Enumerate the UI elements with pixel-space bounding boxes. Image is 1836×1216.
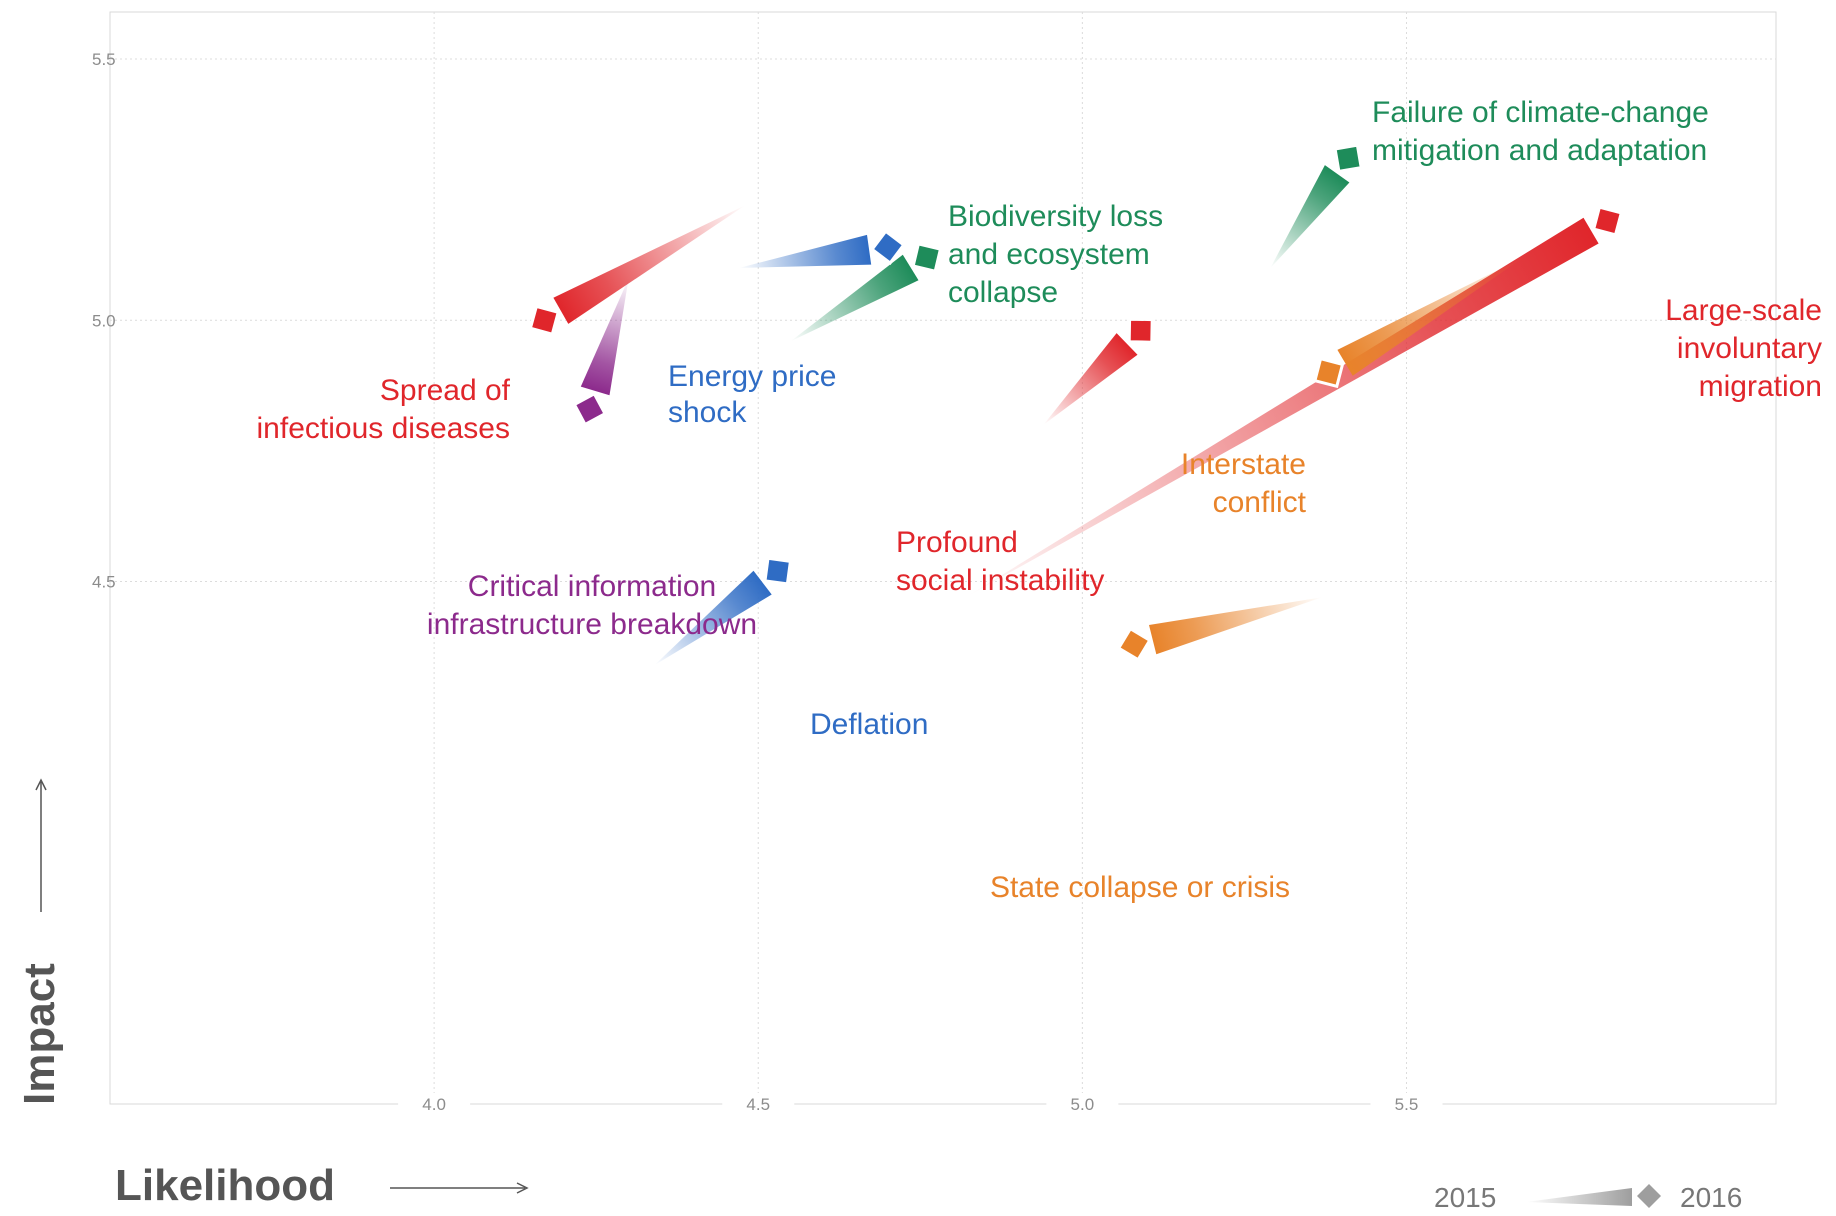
diamond-2016-failure-of-climate-change-mitigation-and-adaptation (1333, 143, 1363, 174)
diamond-2016-spread-of-infectious-diseases (528, 304, 561, 337)
label-interstate-conflict: Interstate conflict (1181, 448, 1307, 519)
x-tick-label: 4.0 (422, 1095, 446, 1114)
label-line: State collapse or crisis (990, 871, 1290, 904)
trail-state-collapse-or-crisis (1149, 597, 1323, 655)
y-tick-label: 5.5 (92, 50, 116, 69)
plot-border (109, 11, 1777, 1105)
label-line: shock (668, 396, 747, 429)
diamond-2016-energy-price-shock (870, 229, 906, 266)
label-line: Critical information (468, 570, 716, 603)
trail-interstate-conflict (1337, 257, 1524, 376)
trail-spread-of-infectious-diseases (553, 205, 746, 324)
axis-titles: Likelihood Impact (15, 778, 529, 1210)
label-line: Deflation (810, 708, 928, 741)
y-tick-label: 4.5 (92, 573, 116, 592)
legend-trail (1526, 1188, 1632, 1206)
label-line: Profound (896, 526, 1018, 559)
trail-critical-information-infrastructure-breakdown (580, 278, 629, 396)
legend-diamond-marker (1637, 1184, 1661, 1208)
diamond-2016-interstate-conflict (1313, 356, 1345, 389)
label-line: involuntary (1677, 332, 1822, 365)
x-tick-label: 5.0 (1071, 1095, 1095, 1114)
gridlines (110, 12, 1776, 1104)
diamond-2016-critical-information-infrastructure-breakdown (572, 391, 608, 427)
label-failure-of-climate-change-mitigation-and-adaptation: Failure of climate-change mitigation and … (1372, 96, 1709, 167)
x-tick-backdrop (722, 1093, 795, 1115)
label-line: mitigation and adaptation (1372, 134, 1707, 167)
x-tick-backdrop (1046, 1093, 1119, 1115)
x-tick-backdrop (398, 1093, 471, 1115)
trail-profound-social-instability (1043, 333, 1138, 425)
label-large-scale-involuntary-migration: Large-scale involuntary migration (1665, 294, 1822, 403)
label-deflation: Deflation (810, 708, 928, 741)
label-line: Biodiversity loss (948, 200, 1163, 233)
x-axis-arrowhead (516, 1182, 529, 1194)
plot-frame (109, 11, 1777, 1105)
x-tick-label: 5.5 (1395, 1095, 1419, 1114)
legend: 2015 2016 (1434, 1182, 1742, 1213)
trail-deflation (654, 570, 772, 666)
label-critical-information-infrastructure-breakdown: Critical information infrastructure break… (427, 570, 757, 641)
x-axis-title: Likelihood (115, 1161, 335, 1210)
x-tick-backdrop (1370, 1093, 1443, 1115)
diamond-2016-state-collapse-or-crisis (1116, 626, 1152, 662)
label-line: Failure of climate-change (1372, 96, 1709, 129)
diamond-2016-large-scale-involuntary-migration (1591, 205, 1624, 237)
label-energy-price-shock: Energy price shock (668, 360, 836, 429)
label-line: migration (1699, 370, 1822, 403)
label-line: and ecosystem (948, 238, 1150, 271)
label-line: social instability (896, 564, 1104, 597)
y-axis-arrowhead (35, 778, 47, 791)
label-spread-of-infectious-diseases: Spread of infectious diseases (257, 374, 511, 445)
label-line: Spread of (380, 374, 511, 407)
label-biodiversity-loss-and-ecosystem-collapse: Biodiversity loss and ecosystem collapse (948, 200, 1163, 309)
label-line: conflict (1213, 486, 1307, 519)
label-state-collapse-or-crisis: State collapse or crisis (990, 871, 1290, 904)
y-tick-label: 5.0 (92, 311, 116, 330)
legend-to-label: 2016 (1680, 1182, 1742, 1211)
label-profound-social-instability: Profound social instability (896, 526, 1104, 597)
diamond-2016-profound-social-instability (1127, 317, 1154, 344)
trail-energy-price-shock (738, 234, 872, 268)
label-line: Interstate (1181, 448, 1306, 481)
tick-labels: 4.0 4.5 5.0 5.5 4.5 5.0 5.5 (92, 50, 1443, 1115)
label-line: collapse (948, 276, 1058, 309)
risk-labels: Failure of climate-change mitigation and … (257, 96, 1822, 904)
label-line: Large-scale (1665, 294, 1822, 327)
y-axis-title: Impact (15, 963, 64, 1105)
label-line: infrastructure breakdown (427, 608, 757, 641)
risk-trails (528, 143, 1624, 666)
diamond-2016-biodiversity-loss-and-ecosystem-collapse (911, 242, 943, 274)
diamond-2016-deflation (763, 556, 793, 586)
x-tick-label: 4.5 (746, 1095, 770, 1114)
trail-biodiversity-loss-and-ecosystem-collapse (790, 254, 919, 342)
label-line: Energy price (668, 360, 836, 393)
legend-from-label: 2015 (1434, 1182, 1496, 1211)
trail-failure-of-climate-change-mitigation-and-adaptation (1270, 165, 1350, 268)
label-line: infectious diseases (257, 412, 510, 445)
